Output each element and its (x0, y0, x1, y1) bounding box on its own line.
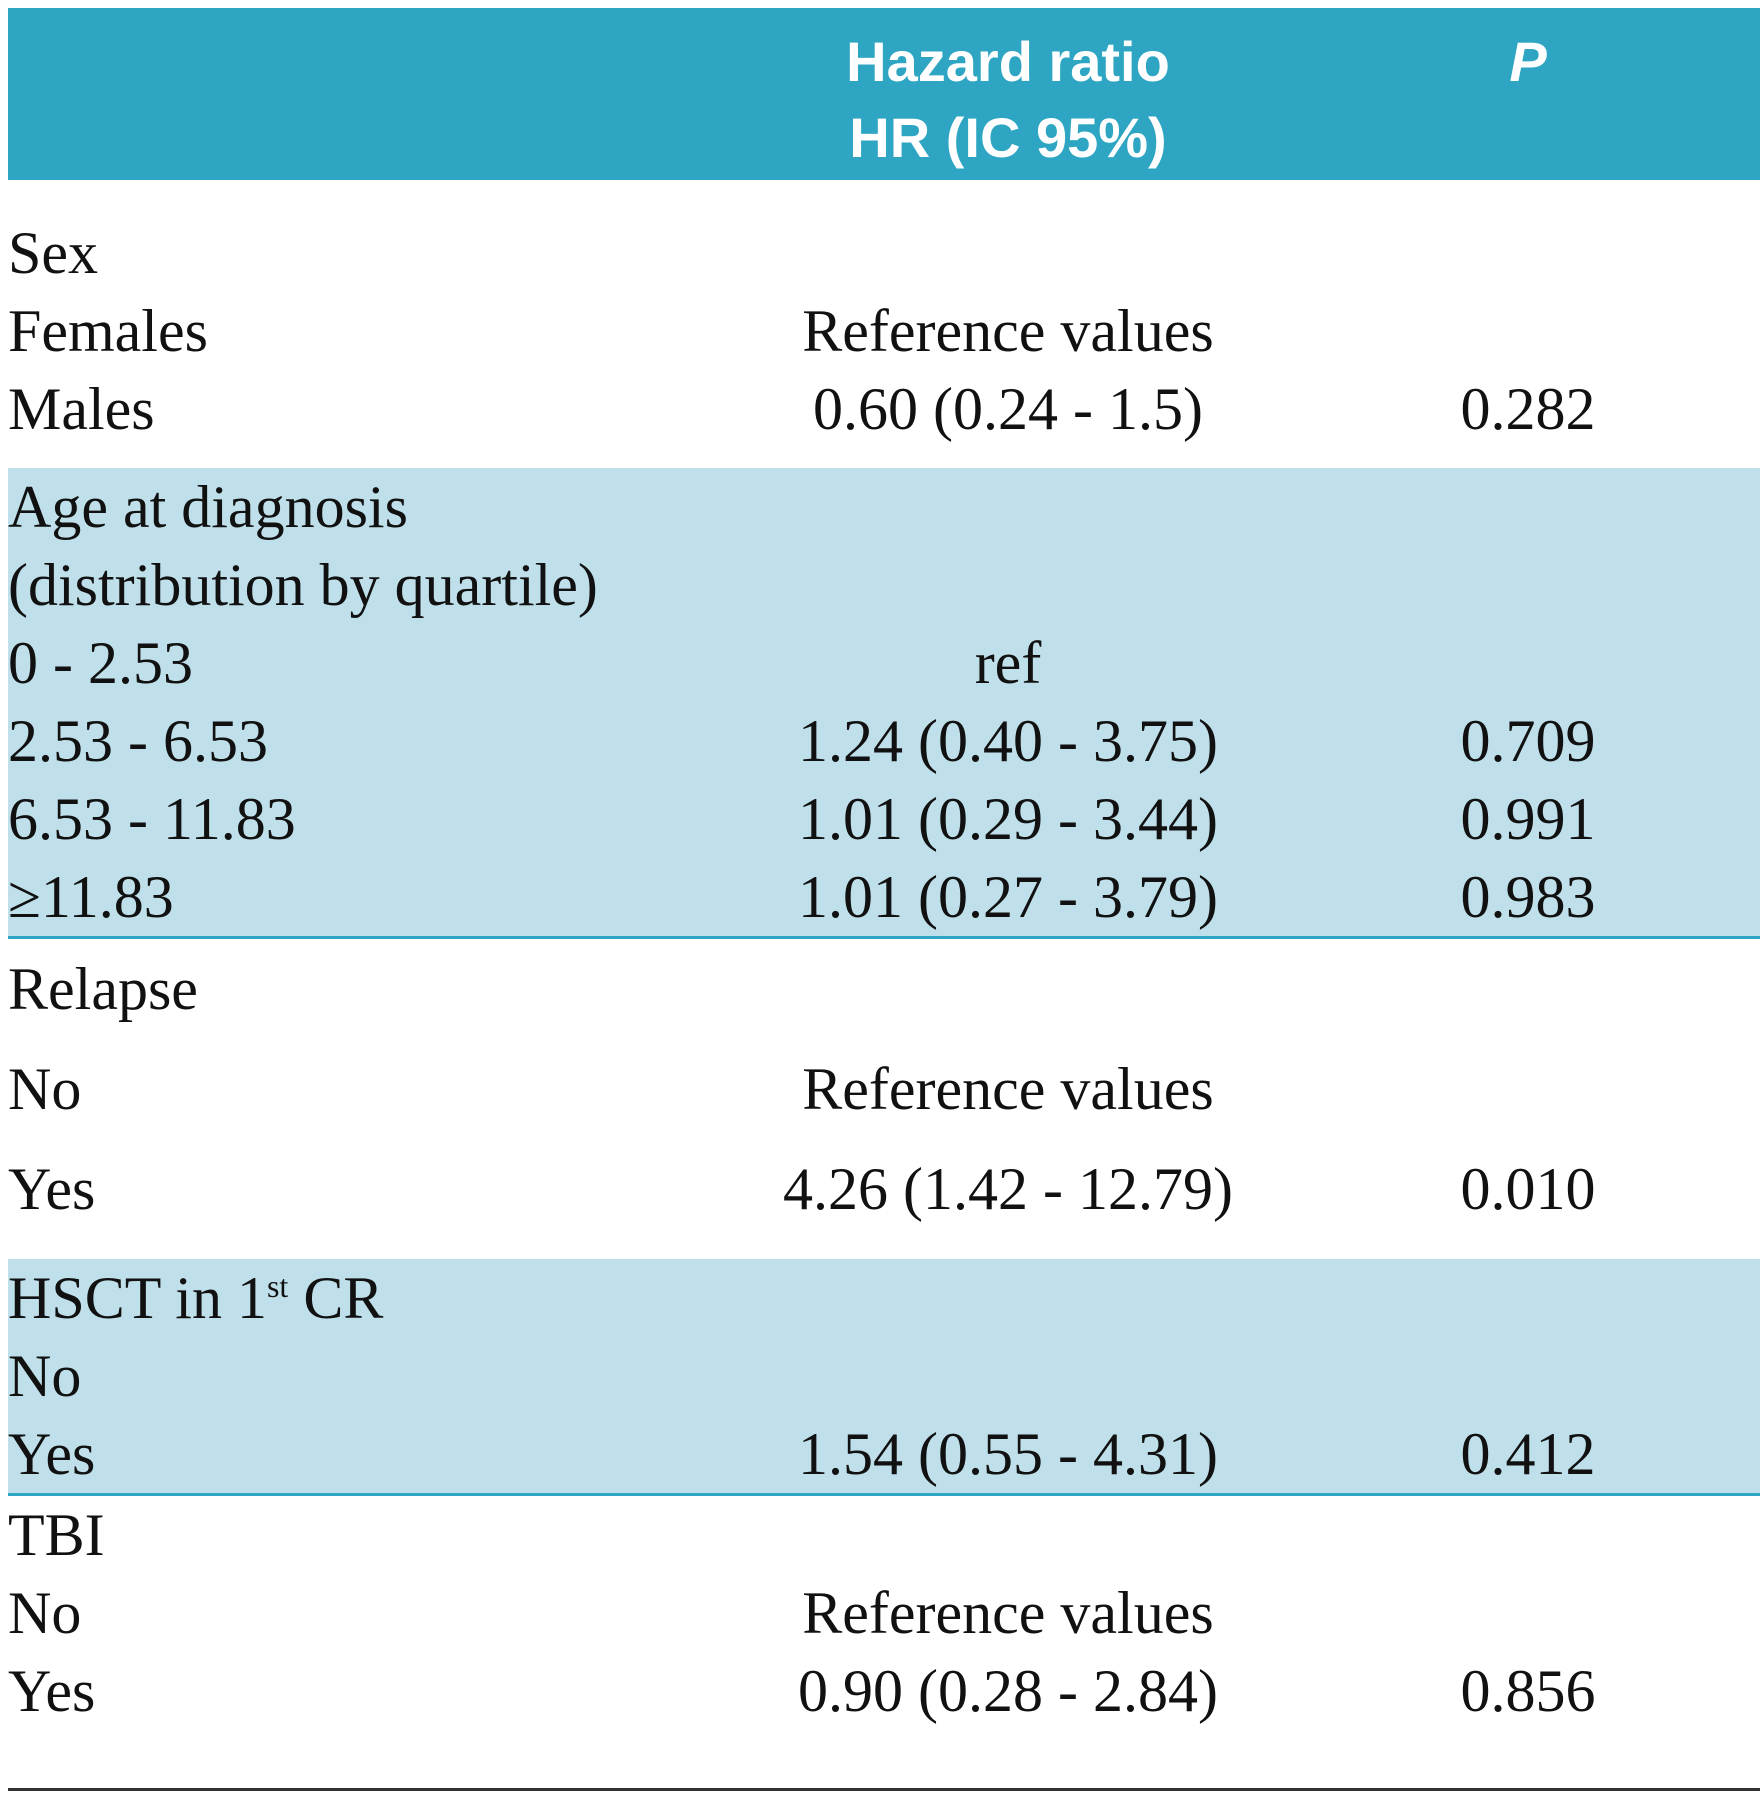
table-row: HSCT in 1st CR (8, 1259, 1760, 1337)
row-label: Males (8, 376, 155, 442)
row-hr: 0.90 (0.28 - 2.84) (798, 1658, 1218, 1724)
row-hr: Reference values (802, 1056, 1214, 1122)
table-row: 6.53 - 11.83 1.01 (0.29 - 3.44) 0.991 (8, 780, 1760, 858)
row-hr: Reference values (802, 298, 1214, 364)
row-p: 0.991 (1460, 786, 1596, 852)
section-title: Age at diagnosis (8, 474, 408, 540)
row-p: 0.856 (1460, 1658, 1596, 1724)
table-row: ≥11.83 1.01 (0.27 - 3.79) 0.983 (8, 858, 1760, 936)
section-age: Age at diagnosis (distribution by quarti… (8, 468, 1760, 939)
header-hr-line2: HR (IC 95%) (849, 106, 1167, 169)
table-row: No (8, 1337, 1760, 1415)
table-row: Yes 0.90 (0.28 - 2.84) 0.856 (8, 1652, 1760, 1730)
row-label: Yes (8, 1156, 96, 1222)
section-tbi: TBI No Reference values Yes 0.90 (0.28 -… (8, 1496, 1760, 1730)
section-title: Relapse (8, 956, 198, 1022)
row-label: No (8, 1343, 82, 1409)
row-p: 0.709 (1460, 708, 1596, 774)
row-label: No (8, 1056, 82, 1122)
table-row: Yes 1.54 (0.55 - 4.31) 0.412 (8, 1415, 1760, 1493)
section-title: Sex (8, 220, 98, 286)
section-relapse: Relapse No Reference values Yes 4.26 (1.… (8, 939, 1760, 1259)
section-title: TBI (8, 1502, 105, 1568)
header-hazard-ratio: Hazard ratio HR (IC 95%) (648, 24, 1368, 176)
row-label: Yes (8, 1421, 96, 1487)
table-row: 2.53 - 6.53 1.24 (0.40 - 3.75) 0.709 (8, 702, 1760, 780)
table-row: TBI (8, 1496, 1760, 1574)
row-hr: 1.01 (0.29 - 3.44) (798, 786, 1218, 852)
table-bottom-rule (8, 1788, 1760, 1791)
row-p: 0.412 (1460, 1421, 1596, 1487)
table-row: Sex (8, 214, 1760, 292)
section-sex: Sex Females Reference values Males 0.60 … (8, 180, 1760, 468)
table-row: Yes 4.26 (1.42 - 12.79) 0.010 (8, 1139, 1760, 1239)
table-row: (distribution by quartile) (8, 546, 1760, 624)
table-row: Age at diagnosis (8, 468, 1760, 546)
table-row: Females Reference values (8, 292, 1760, 370)
row-p: 0.010 (1460, 1156, 1596, 1222)
row-label: Females (8, 298, 208, 364)
section-hsct: HSCT in 1st CR No Yes 1.54 (0.55 - 4.31)… (8, 1259, 1760, 1496)
row-p: 0.983 (1460, 864, 1596, 930)
row-p: 0.282 (1460, 376, 1596, 442)
table-row: 0 - 2.53 ref (8, 624, 1760, 702)
table-row: Males 0.60 (0.24 - 1.5) 0.282 (8, 370, 1760, 448)
table-header: Hazard ratio HR (IC 95%) P (8, 8, 1760, 180)
row-label: No (8, 1580, 82, 1646)
row-label: 6.53 - 11.83 (8, 786, 296, 852)
row-hr: ref (974, 630, 1042, 696)
hazard-ratio-table: Hazard ratio HR (IC 95%) P Sex Females R… (8, 8, 1760, 1730)
table-row: No Reference values (8, 1039, 1760, 1139)
section-subtitle: (distribution by quartile) (8, 552, 598, 618)
row-label: 0 - 2.53 (8, 630, 193, 696)
row-label: ≥11.83 (8, 864, 174, 930)
table-row: No Reference values (8, 1574, 1760, 1652)
row-hr: 1.24 (0.40 - 3.75) (798, 708, 1218, 774)
row-hr: 1.54 (0.55 - 4.31) (798, 1421, 1218, 1487)
row-hr: 1.01 (0.27 - 3.79) (798, 864, 1218, 930)
table-row: Relapse (8, 939, 1760, 1039)
row-hr: Reference values (802, 1580, 1214, 1646)
header-p-value: P (1509, 30, 1547, 93)
row-hr: 0.60 (0.24 - 1.5) (813, 376, 1203, 442)
row-label: Yes (8, 1658, 96, 1724)
section-title: HSCT in 1st CR (8, 1265, 384, 1331)
row-label: 2.53 - 6.53 (8, 708, 268, 774)
row-hr: 4.26 (1.42 - 12.79) (783, 1156, 1233, 1222)
header-hr-line1: Hazard ratio (846, 30, 1170, 93)
